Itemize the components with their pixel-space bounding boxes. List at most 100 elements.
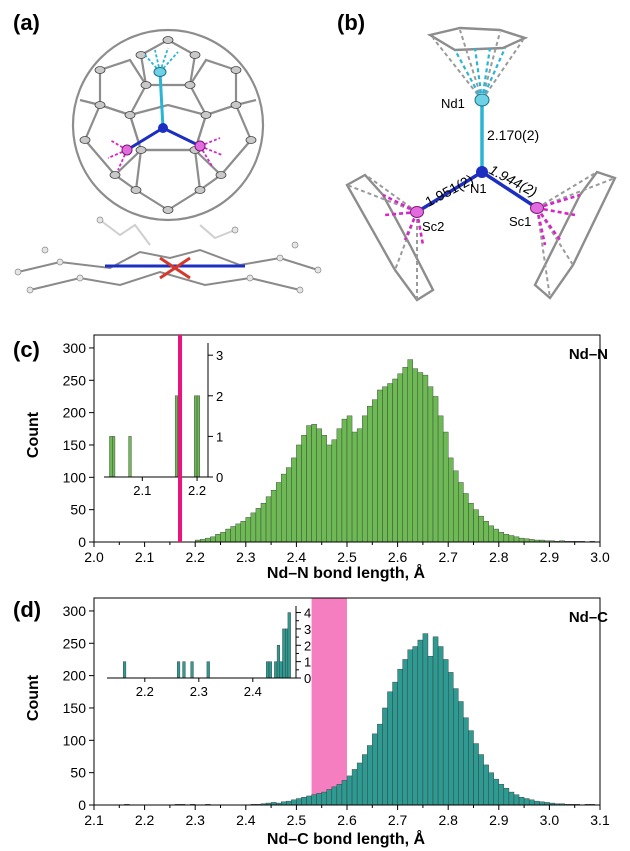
histogram-bar [336, 784, 343, 806]
histogram-bar [407, 359, 413, 543]
histogram-bar [351, 431, 358, 543]
histogram-bar [311, 794, 317, 806]
inset-y-tick-label: 4 [304, 606, 311, 621]
histogram-bar [412, 646, 419, 806]
histogram-bar [377, 389, 383, 543]
histogram-bar [377, 723, 383, 806]
nd-cage-contacts [454, 47, 507, 101]
panel-label-d: (d) [13, 597, 42, 622]
histogram-bar [306, 795, 312, 806]
x-tick-label: 2.6 [337, 812, 357, 828]
histogram-bar [508, 791, 515, 806]
histogram-bar [488, 525, 494, 543]
histogram-bar [493, 778, 499, 806]
x-tick-label: 2.3 [236, 549, 256, 565]
sc1-n-bond [481, 170, 538, 210]
y-tick-label: 100 [63, 732, 87, 748]
x-axis-label-nd-c: Nd–C bond length, Å [267, 829, 426, 848]
histogram-bar [321, 791, 327, 806]
inset-bar [206, 661, 210, 679]
histogram-bar [453, 688, 459, 806]
histogram-bar [311, 424, 317, 543]
inset-bar [196, 395, 200, 478]
atom-label-sc2: Sc2 [422, 219, 444, 234]
inset-bar [122, 661, 127, 679]
histogram-bar [326, 789, 333, 806]
histogram-bar [361, 754, 368, 806]
histogram-bar [473, 509, 479, 543]
inset-x-tick-label: 2.3 [190, 684, 208, 699]
panel-label-a: (a) [13, 10, 40, 35]
histogram-bar [417, 639, 424, 806]
histogram-bar [296, 798, 302, 806]
histogram-bar [331, 439, 338, 543]
x-tick-label: 2.8 [489, 549, 509, 565]
histogram-bar [346, 775, 353, 806]
histogram-nd-c-bars [124, 633, 596, 806]
x-tick-label: 3.1 [590, 812, 610, 828]
histogram-bar [437, 646, 444, 806]
inset-y-tick-label: 3 [216, 348, 223, 363]
x-tick-label: 2.0 [84, 549, 104, 565]
inset-bar [176, 661, 181, 679]
histogram-bar [356, 428, 363, 543]
histogram-bar [534, 800, 540, 806]
x-tick-label: 2.5 [287, 812, 307, 828]
y-axis-label-nd-c: Count [25, 674, 42, 721]
histogram-bar [478, 515, 484, 543]
histogram-bar [306, 425, 312, 543]
inset-x-tick-label: 2.2 [188, 483, 206, 498]
histogram-bar [382, 707, 388, 806]
histogram-bar [326, 444, 333, 543]
panel-label-b: (b) [337, 10, 366, 35]
histogram-bar [301, 797, 307, 806]
x-tick-label: 2.3 [185, 812, 205, 828]
y-tick-label: 300 [63, 340, 87, 356]
inset-bar [276, 645, 281, 679]
histogram-nd-c: 2.1 2.2 2.3 2.4 2.5 2.6 2.7 2.8 2.9 3.0 3.1 0 50 100 1… [25, 597, 610, 848]
histogram-bar [367, 405, 373, 543]
histogram-bar [442, 659, 449, 806]
bond-label-sc2-n: 1.951(2) [422, 171, 476, 210]
porphyrin-molecule [17, 219, 319, 291]
encapsulated-cluster [107, 47, 223, 171]
inset-nd-c: 2.2 2.3 2.4 01 234 [107, 606, 311, 699]
x-tick-label: 2.1 [135, 549, 155, 565]
inset-bar [287, 612, 291, 679]
inset-bar [274, 661, 278, 679]
histogram-bar [498, 532, 505, 543]
inset-y-tick-label: 2 [304, 638, 311, 653]
inset-y-tick-label: 0 [216, 470, 223, 485]
y-tick-label: 0 [78, 534, 86, 550]
inset-bar [194, 395, 198, 478]
histogram-bar [336, 428, 343, 543]
x-tick-label: 2.2 [135, 812, 155, 828]
histogram-bar [392, 378, 398, 543]
inset-bar [282, 628, 286, 679]
histogram-bar [448, 672, 454, 806]
histogram-bar [468, 502, 474, 543]
histogram-bar [387, 691, 393, 806]
histogram-bar [356, 762, 363, 806]
histogram-bar [412, 368, 419, 543]
histogram-bar [281, 473, 287, 543]
y-axis-label-nd-n: Count [25, 411, 42, 458]
histogram-bar [245, 517, 252, 543]
histogram-bar [265, 496, 272, 543]
histogram-bar [508, 535, 515, 543]
histogram-bar [220, 532, 226, 543]
histogram-bar [346, 415, 353, 543]
inset-bar [268, 661, 272, 679]
histogram-bar [341, 780, 348, 806]
histogram-bar [518, 537, 525, 543]
bond-label-nd-n: 2.170(2) [487, 127, 539, 143]
lower-left-cage-fragment [345, 173, 435, 302]
sc2-n-bond [416, 170, 483, 214]
inset-bar [279, 661, 283, 679]
histogram-bar [291, 799, 297, 806]
y-tick-label: 200 [63, 405, 87, 421]
histogram-bar [488, 772, 494, 806]
histogram-bar [442, 431, 449, 543]
histogram-bar [407, 649, 413, 806]
histogram-nd-n-bars [194, 359, 596, 543]
